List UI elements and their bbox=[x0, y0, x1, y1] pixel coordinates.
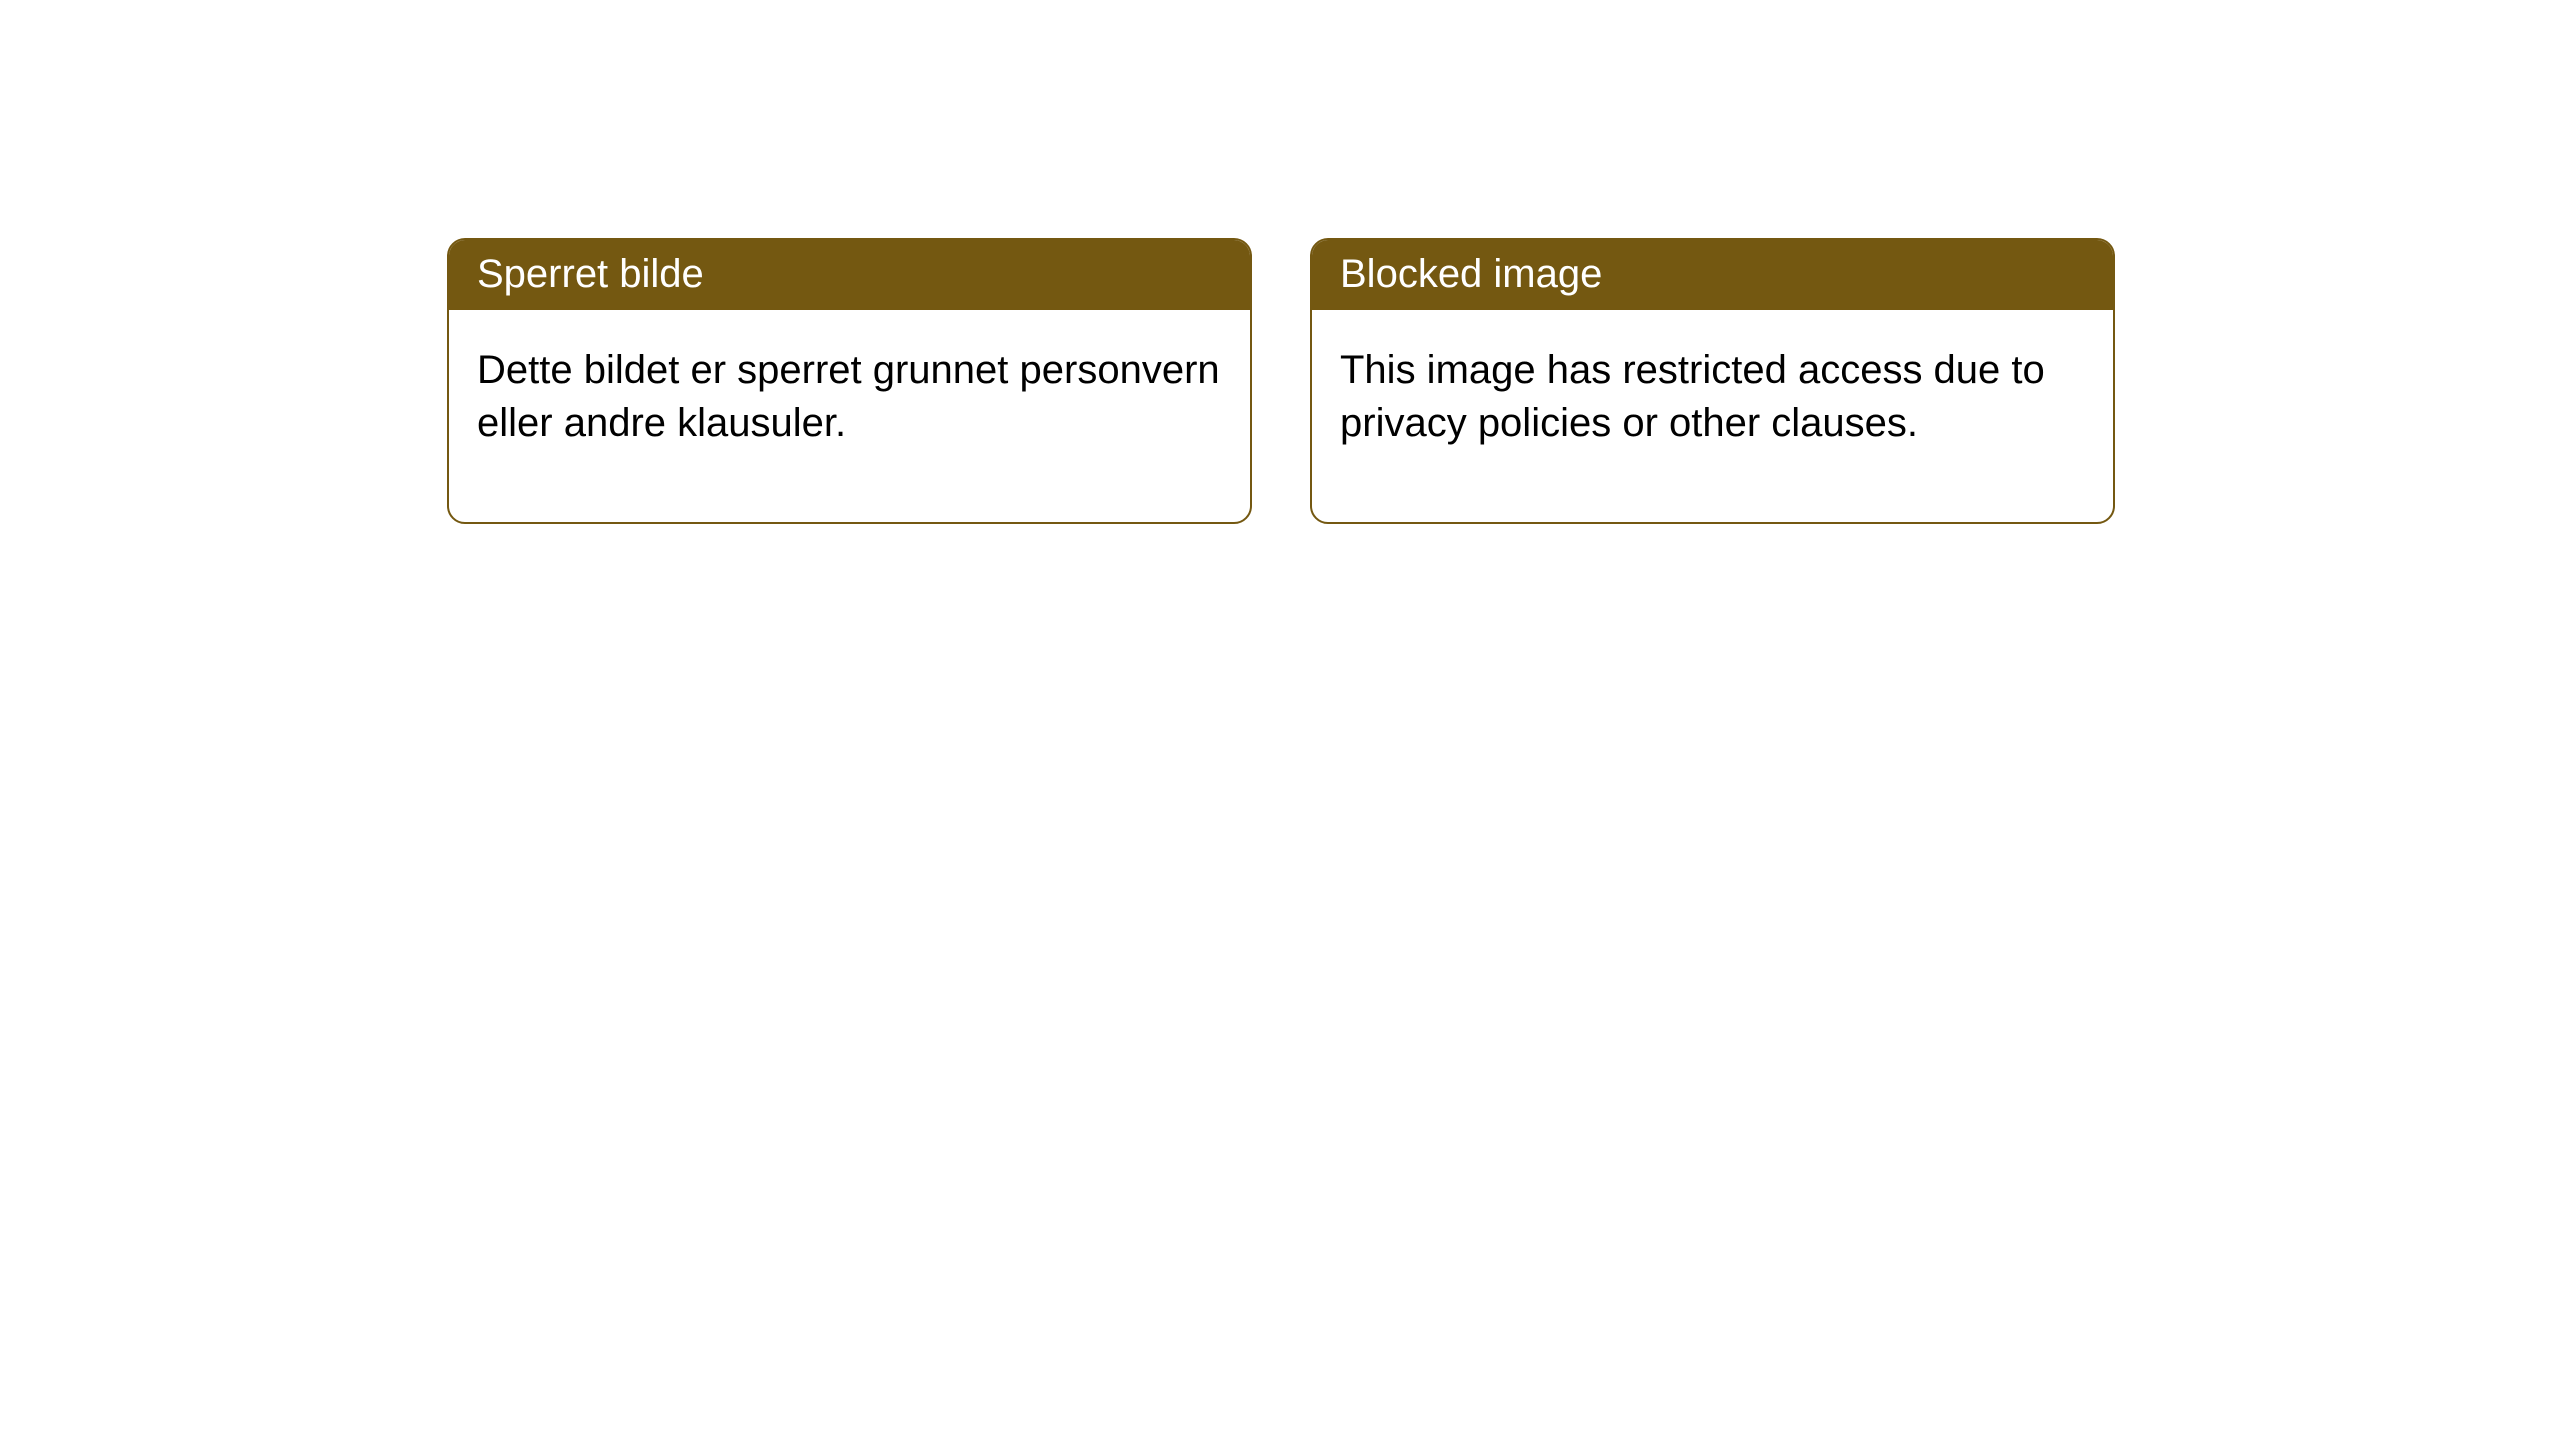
blocked-image-card-no: Sperret bilde Dette bildet er sperret gr… bbox=[447, 238, 1252, 524]
card-title-en: Blocked image bbox=[1312, 240, 2113, 310]
notice-card-row: Sperret bilde Dette bildet er sperret gr… bbox=[0, 0, 2560, 524]
card-body-no: Dette bildet er sperret grunnet personve… bbox=[449, 310, 1250, 522]
card-body-en: This image has restricted access due to … bbox=[1312, 310, 2113, 522]
card-title-no: Sperret bilde bbox=[449, 240, 1250, 310]
blocked-image-card-en: Blocked image This image has restricted … bbox=[1310, 238, 2115, 524]
